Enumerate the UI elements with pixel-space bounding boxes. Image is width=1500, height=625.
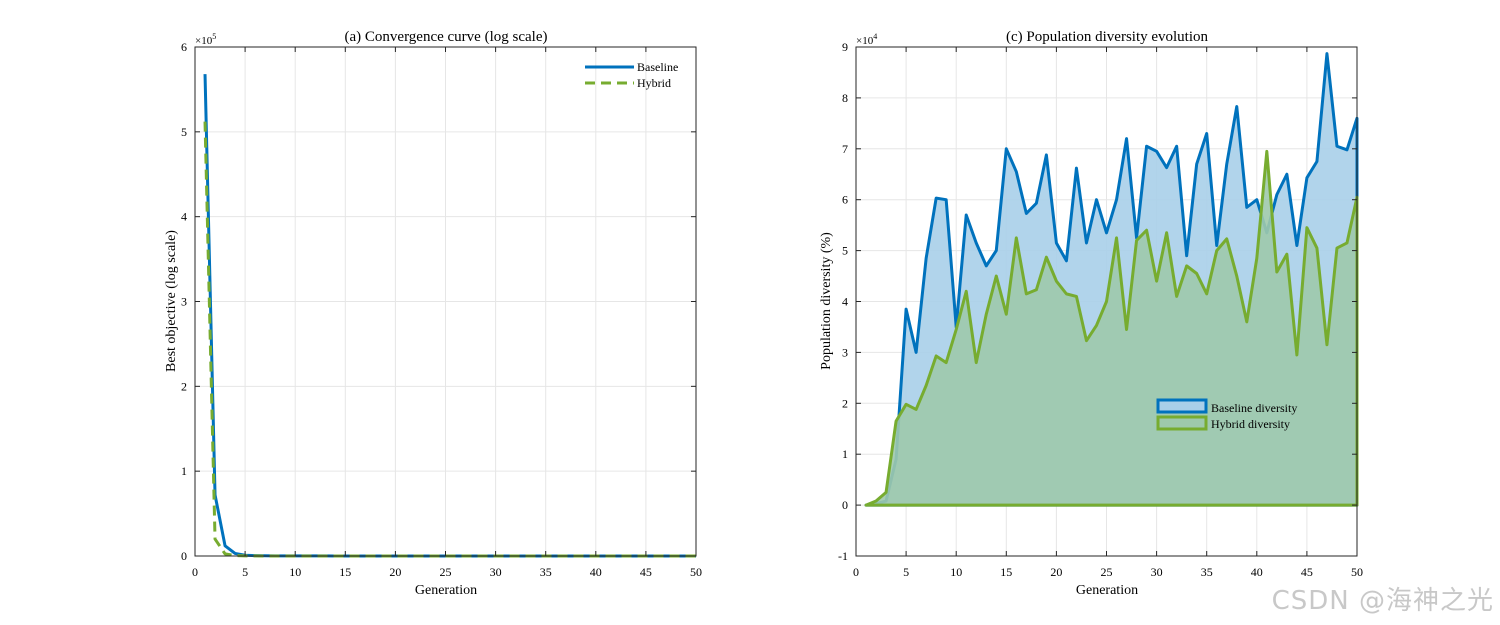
diversity-x-tick-label: 5 [903,565,909,579]
diversity-y-tick-label: 3 [842,345,848,359]
watermark: CSDN @海神之光 [1271,586,1494,616]
convergence-x-axis-label: Generation [415,583,477,598]
diversity-y-tick-label: 0 [842,498,848,512]
convergence-x-tick-label: 0 [192,565,198,579]
diversity-x-tick-label: 0 [853,565,859,579]
convergence-x-tick-label: 50 [690,565,702,579]
legend-baseline-label: Baseline [637,60,678,74]
convergence-legend: Baseline Hybrid [585,60,678,90]
diversity-y-tick-label: -1 [838,549,848,563]
diversity-x-tick-label: 50 [1351,565,1363,579]
legend-hybrid-label: Hybrid [637,76,671,90]
convergence-subplot: (a) Convergence curve (log scale) 0 5 10 15… [164,29,702,598]
convergence-y-tick-label: 1 [181,464,187,478]
diversity-series [864,52,1359,507]
diversity-y-tick-label: 4 [842,295,848,309]
area-fill-hybrid-diversity [866,151,1357,506]
diversity-y-axis-label: Population diversity (%) [819,232,834,370]
convergence-x-tick-label: 20 [389,565,401,579]
convergence-y-tick-label: 4 [181,210,187,224]
diversity-y-exponent: ×104 [856,32,877,47]
diversity-x-tick-label: 10 [950,565,962,579]
diversity-y-tick-label: 1 [842,447,848,461]
legend-baseline-diversity-swatch [1156,398,1208,414]
convergence-chart-title: (a) Convergence curve (log scale) [345,29,548,45]
convergence-y-tick-label: 0 [181,549,187,563]
area-outline-baseline-diversity [864,52,1359,507]
diversity-x-tick-label: 35 [1201,565,1213,579]
series-line-hybrid [203,121,696,558]
convergence-y-tick-label: 2 [181,379,187,393]
diversity-y-tick-label: 5 [842,244,848,258]
diversity-x-tick-label: 15 [1000,565,1012,579]
diversity-chart-title: (c) Population diversity evolution [1006,29,1209,45]
legend-hybrid-diversity-label: Hybrid diversity [1211,417,1290,431]
convergence-y-tick-label: 6 [181,40,187,54]
area-outline-hybrid-diversity [864,149,1359,507]
convergence-y-exponent: ×105 [195,32,216,47]
convergence-y-tick-label: 5 [181,125,187,139]
convergence-x-tick-label: 15 [339,565,351,579]
legend-baseline-diversity-label: Baseline diversity [1211,401,1297,415]
convergence-x-tick-label: 10 [289,565,301,579]
diversity-x-axis-label: Generation [1076,583,1138,598]
diversity-x-tick-label: 25 [1101,565,1113,579]
diversity-x-tick-label: 45 [1301,565,1313,579]
convergence-y-tick-label: 3 [181,295,187,309]
diversity-y-tick-label: 7 [842,142,848,156]
legend-hybrid-diversity-swatch [1156,415,1208,431]
diversity-x-tick-label: 30 [1151,565,1163,579]
convergence-x-tick-label: 45 [640,565,652,579]
diversity-subplot: (c) Population diversity evolution 0 5 10 1… [819,29,1363,598]
diversity-x-tick-label: 20 [1050,565,1062,579]
convergence-x-tick-label: 5 [242,565,248,579]
diversity-y-tick-label: 8 [842,91,848,105]
series-line-baseline [203,74,696,558]
convergence-x-tick-label: 35 [540,565,552,579]
convergence-x-tick-label: 25 [440,565,452,579]
convergence-series [203,74,696,558]
diversity-x-tick-label: 40 [1251,565,1263,579]
convergence-y-axis-label: Best objective (log scale) [164,230,179,372]
convergence-grid [194,46,697,557]
diversity-y-tick-label: 6 [842,193,848,207]
convergence-x-tick-label: 30 [490,565,502,579]
convergence-x-tick-label: 40 [590,565,602,579]
diversity-y-tick-label: 2 [842,396,848,410]
diversity-legend: Baseline diversity Hybrid diversity [1156,398,1297,431]
diversity-y-tick-label: 9 [842,40,848,54]
